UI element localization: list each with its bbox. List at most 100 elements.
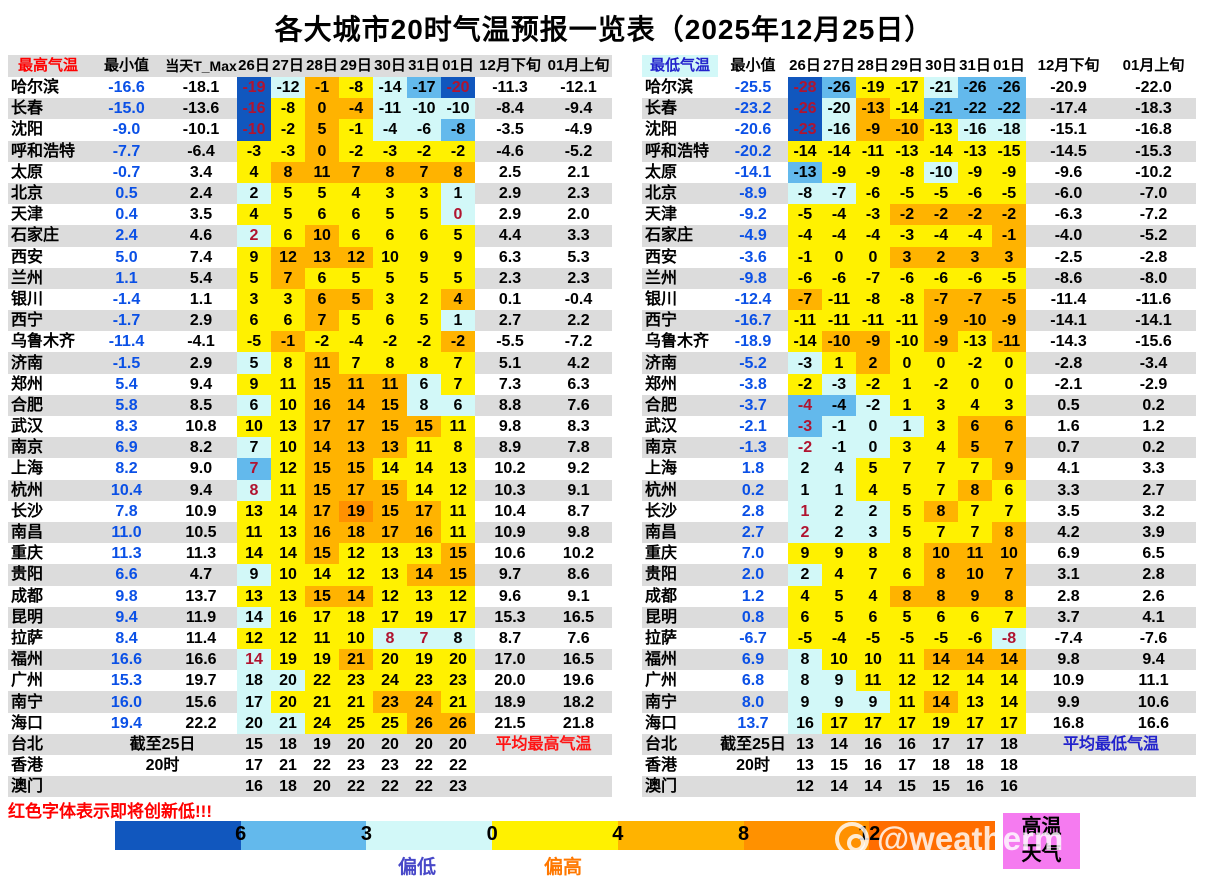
city-row: 台北 截至25日 13 14 16 16 17 17 18 平均最低气温 <box>642 733 1196 755</box>
city-row: 石家庄 2.4 4.6 2 6 10 6 6 6 5 4.4 3.3 <box>8 225 612 247</box>
today-tmax: 10.5 <box>185 524 217 542</box>
day-temp-cell: -2 <box>271 119 305 141</box>
day-temp-cell: 17 <box>237 691 271 713</box>
day-temp-cell: 10 <box>271 564 305 586</box>
day-temp-cell: 12 <box>339 246 373 268</box>
day-temp-cell: -5 <box>237 331 271 353</box>
day-temp-cell: 20 <box>373 649 407 671</box>
late-dec-avg: -9.6 <box>1054 163 1083 181</box>
late-dec-avg: 8.7 <box>498 629 522 647</box>
city-row: 上海 8.2 9.0 7 12 15 15 14 14 13 10.2 9.2 <box>8 458 612 480</box>
day-temp-cell: -5 <box>890 182 924 205</box>
day-temp-cell: 5 <box>373 204 407 226</box>
city-row: 哈尔滨 -16.6 -18.1 -19 -12 -1 -8 -14 -17 -20 -11.3 -12… <box>8 77 612 99</box>
day-temp-cell: -5 <box>890 627 924 650</box>
late-dec-avg: 3.3 <box>1057 481 1080 499</box>
city-name: 福州 <box>645 651 678 669</box>
day-temp-cell: -4 <box>822 394 856 416</box>
today-tmax: 10.9 <box>185 502 217 520</box>
day-temp-cell: 18 <box>237 670 271 692</box>
min-value: 6.9 <box>115 439 138 457</box>
early-jan-avg: -16.8 <box>1135 121 1172 139</box>
city-row: 重庆 11.3 11.3 14 14 15 12 13 13 15 10.6 10.2 <box>8 543 612 565</box>
min-value: 5.4 <box>115 375 138 393</box>
day-temp-cell: -8 <box>788 182 822 205</box>
min-value: -12.4 <box>734 290 772 308</box>
day-temp-cell: -8 <box>339 77 373 99</box>
city-row: 哈尔滨 -25.5 -28 -26 -19 -17 -21 -26 -26 -20.9 -22.0 <box>642 77 1196 99</box>
day-temp-cell: -6 <box>958 627 992 650</box>
early-jan-avg: 10.2 <box>562 545 595 563</box>
day-temp-cell: 5 <box>890 479 924 501</box>
day-temp-cell: 14 <box>373 458 407 480</box>
day-temp-cell: 13 <box>271 585 305 607</box>
city-row: 广州 15.3 19.7 18 20 22 23 24 23 23 20.0 19.6 <box>8 670 612 692</box>
day-temp-cell: 10 <box>305 225 339 247</box>
early-jan-avg: 16.5 <box>562 651 595 669</box>
day-temp-cell: 2 <box>788 564 822 586</box>
day-temp-cell: 14 <box>864 778 882 796</box>
day-temp-cell: 16 <box>1000 778 1018 796</box>
today-tmax: 15.6 <box>185 693 217 711</box>
day-temp-cell: 11 <box>441 416 475 438</box>
min-value: 0.2 <box>741 481 765 499</box>
city-row: 拉萨 8.4 11.4 12 12 11 10 8 7 8 8.7 7.6 <box>8 627 612 650</box>
day-temp-cell: -3 <box>373 140 407 162</box>
day-temp-cell: 14 <box>992 691 1026 713</box>
day-temp-cell: -2 <box>788 373 822 395</box>
day-temp-cell: 18 <box>1000 757 1018 775</box>
city-row: 武汉 8.3 10.8 10 13 17 17 15 15 11 9.8 8.3 <box>8 416 612 438</box>
day-temp-cell: 11 <box>407 437 441 459</box>
city-name: 贵阳 <box>645 566 678 584</box>
today-tmax: -6.4 <box>187 142 215 160</box>
city-row: 杭州 0.2 1 1 4 5 7 8 6 3.3 2.7 <box>642 479 1196 501</box>
day-temp-cell: 17 <box>958 712 992 734</box>
col-header: 最小值 <box>103 57 149 74</box>
day-temp-cell: 11 <box>890 649 924 671</box>
day-temp-cell: 13 <box>441 458 475 480</box>
day-temp-cell: 13 <box>796 735 814 753</box>
day-temp-cell: -3 <box>822 373 856 395</box>
city-row: 南昌 2.7 2 2 3 5 7 7 8 4.2 3.9 <box>642 521 1196 544</box>
day-temp-cell: -11 <box>822 310 856 332</box>
min-value: -8.9 <box>739 185 767 203</box>
day-temp-cell: 15 <box>898 778 916 796</box>
day-temp-cell: -6 <box>958 182 992 205</box>
day-temp-cell: -13 <box>890 140 924 162</box>
day-temp-cell: 17 <box>822 712 856 734</box>
day-temp-cell: 6 <box>890 564 924 586</box>
city-name: 上海 <box>645 460 678 478</box>
city-row: 乌鲁木齐 -11.4 -4.1 -5 -1 -2 -4 -2 -2 -2 -5.5 -7.2 <box>8 331 612 353</box>
day-temp-cell: 8 <box>271 161 305 183</box>
day-temp-cell: 23 <box>441 670 475 692</box>
city-name: 昆明 <box>11 608 44 626</box>
city-name: 贵阳 <box>11 566 44 584</box>
day-temp-cell: 12 <box>924 670 958 692</box>
min-value: 7.8 <box>115 502 138 520</box>
day-temp-cell: -14 <box>788 140 822 162</box>
today-tmax: 2.9 <box>189 354 213 372</box>
day-temp-cell: -1 <box>822 416 856 438</box>
early-jan-avg: 4.1 <box>1142 608 1165 626</box>
day-temp-cell: 11 <box>305 161 339 183</box>
day-temp-cell: 12 <box>237 627 271 650</box>
day-temp-cell: 6 <box>407 373 441 395</box>
day-temp-cell: -16 <box>958 119 992 141</box>
day-temp-cell: 12 <box>339 564 373 586</box>
day-temp-cell: -28 <box>788 77 822 99</box>
day-temp-cell: 1 <box>822 352 856 374</box>
col-header: 12月下旬 <box>479 57 541 74</box>
early-jan-avg: 9.1 <box>567 587 590 605</box>
day-temp-cell: 4 <box>958 394 992 416</box>
min-value: 0.8 <box>741 608 765 626</box>
col-header: 当天T_Max <box>165 58 237 74</box>
late-dec-avg: 0.1 <box>498 290 522 308</box>
day-temp-cell: 22 <box>415 778 433 796</box>
late-dec-avg: -15.1 <box>1050 121 1087 139</box>
city-row: 太原 -14.1 -13 -9 -9 -8 -10 -9 -9 -9.6 -10.2 <box>642 161 1196 183</box>
city-name: 杭州 <box>645 481 678 499</box>
day-temp-cell: 13 <box>271 521 305 544</box>
day-temp-cell: 6 <box>441 394 475 416</box>
city-name: 郑州 <box>11 375 44 393</box>
early-jan-avg: 21.8 <box>562 714 595 732</box>
